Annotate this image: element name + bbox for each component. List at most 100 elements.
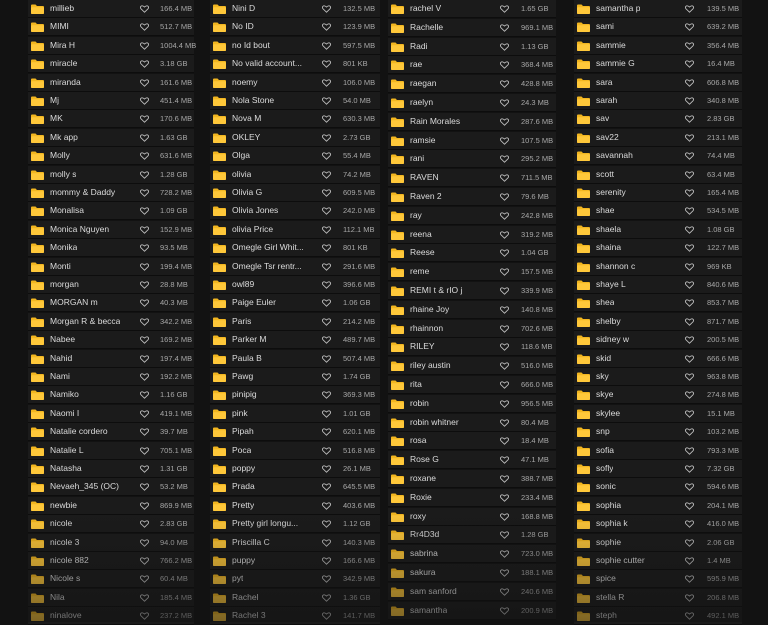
folder-row[interactable]: ray 242.8 MB [388,206,556,225]
folder-row[interactable]: roxy 168.8 MB [388,507,556,526]
folder-row[interactable]: noemy 106.0 MB [210,73,380,92]
folder-row[interactable]: millieb 166.4 MB [28,0,194,18]
favorite-icon[interactable] [685,262,694,271]
favorite-icon[interactable] [140,391,149,400]
folder-row[interactable]: Natalie cordero 39.7 MB [28,423,194,442]
favorite-icon[interactable] [685,207,694,216]
favorite-icon[interactable] [500,155,509,164]
folder-row[interactable]: scott 63.4 MB [574,165,742,184]
favorite-icon[interactable] [322,244,331,253]
favorite-icon[interactable] [500,268,509,277]
folder-row[interactable]: Nila 185.4 MB [28,588,194,607]
favorite-icon[interactable] [322,226,331,234]
folder-row[interactable]: Pawg 1.74 GB [210,368,380,386]
favorite-icon[interactable] [500,531,509,540]
favorite-icon[interactable] [322,42,331,50]
folder-row[interactable]: Mj 451.4 MB [28,92,194,110]
favorite-icon[interactable] [322,281,331,289]
folder-row[interactable]: sam sanford 240.6 MB [388,582,556,601]
favorite-icon[interactable] [140,483,149,492]
favorite-icon[interactable] [322,575,331,584]
folder-row[interactable]: Natalie L 705.1 MB [28,441,194,460]
favorite-icon[interactable] [685,189,694,197]
folder-row[interactable]: sophia k 416.0 MB [574,515,742,534]
folder-row[interactable]: ninalove 237.2 MB [28,607,194,625]
folder-row[interactable]: No ID 123.9 MB [210,18,380,37]
favorite-icon[interactable] [500,212,509,220]
favorite-icon[interactable] [500,306,509,314]
folder-row[interactable]: Namiko 1.16 GB [28,386,194,405]
folder-row[interactable]: robin whitner 80.4 MB [388,413,556,432]
folder-row[interactable]: rhainnon 702.6 MB [388,319,556,338]
folder-row[interactable]: sidney w 200.5 MB [574,331,742,350]
favorite-icon[interactable] [322,557,331,565]
favorite-icon[interactable] [140,354,149,363]
folder-row[interactable]: sofia 793.3 MB [574,441,742,460]
folder-row[interactable]: Nami 192.2 MB [28,368,194,386]
folder-row[interactable]: savannah 74.4 MB [574,147,742,166]
favorite-icon[interactable] [322,134,331,142]
folder-row[interactable]: shannon c 969 KB [574,257,742,276]
folder-row[interactable]: rhaine Joy 140.8 MB [388,300,556,319]
folder-row[interactable]: Naomi I 419.1 MB [28,404,194,423]
favorite-icon[interactable] [685,575,694,584]
folder-row[interactable]: Omegle Tsr rentr... 291.6 MB [210,257,380,276]
folder-row[interactable]: raelyn 24.3 MB [388,94,556,112]
folder-row[interactable]: raegan 428.8 MB [388,75,556,94]
folder-row[interactable]: skye 274.8 MB [574,386,742,405]
folder-row[interactable]: pyt 342.9 MB [210,570,380,589]
folder-row[interactable]: shae 534.5 MB [574,202,742,221]
folder-row[interactable]: Rachel 3 141.7 MB [210,607,380,625]
favorite-icon[interactable] [140,373,149,381]
favorite-icon[interactable] [685,373,694,381]
folder-row[interactable]: snp 103.2 MB [574,423,742,442]
favorite-icon[interactable] [140,502,149,510]
folder-row[interactable]: Prada 645.5 MB [210,478,380,497]
favorite-icon[interactable] [685,538,694,547]
favorite-icon[interactable] [322,410,331,418]
folder-row[interactable]: Natasha 1.31 GB [28,460,194,478]
favorite-icon[interactable] [140,446,149,455]
favorite-icon[interactable] [140,262,149,271]
favorite-icon[interactable] [500,24,509,32]
favorite-icon[interactable] [322,60,331,69]
favorite-icon[interactable] [140,226,149,234]
folder-row[interactable]: nicole 3 94.0 MB [28,533,194,552]
favorite-icon[interactable] [322,115,331,124]
folder-row[interactable]: Roxie 233.4 MB [388,488,556,507]
favorite-icon[interactable] [500,569,509,577]
folder-row[interactable]: stella R 206.8 MB [574,588,742,607]
favorite-icon[interactable] [685,281,694,289]
folder-row[interactable]: Rachel 1.36 GB [210,588,380,607]
folder-row[interactable]: olivia Price 112.1 MB [210,220,380,239]
favorite-icon[interactable] [140,520,149,529]
favorite-icon[interactable] [500,512,509,521]
folder-row[interactable]: riley austin 516.0 MB [388,357,556,376]
favorite-icon[interactable] [685,134,694,142]
favorite-icon[interactable] [500,42,509,51]
favorite-icon[interactable] [685,23,694,32]
favorite-icon[interactable] [685,5,694,13]
favorite-icon[interactable] [140,60,149,69]
favorite-icon[interactable] [322,483,331,492]
folder-row[interactable]: puppy 166.6 MB [210,552,380,570]
folder-row[interactable]: Priscilla C 140.3 MB [210,533,380,552]
folder-row[interactable]: Pipah 620.1 MB [210,423,380,442]
favorite-icon[interactable] [140,594,149,602]
folder-row[interactable]: Reese 1.04 GB [388,244,556,263]
folder-row[interactable]: rae 368.4 MB [388,56,556,75]
folder-row[interactable]: sammie G 16.4 MB [574,55,742,74]
favorite-icon[interactable] [500,174,509,183]
favorite-icon[interactable] [685,428,694,437]
favorite-icon[interactable] [322,299,331,308]
folder-row[interactable]: miranda 161.6 MB [28,73,194,92]
folder-row[interactable]: sophie 2.06 GB [574,533,742,552]
favorite-icon[interactable] [140,281,149,289]
favorite-icon[interactable] [322,465,331,473]
favorite-icon[interactable] [322,428,331,437]
favorite-icon[interactable] [500,118,509,126]
folder-row[interactable]: Pretty 403.6 MB [210,496,380,515]
folder-row[interactable]: roxane 388.7 MB [388,470,556,488]
folder-row[interactable]: reena 319.2 MB [388,225,556,244]
favorite-icon[interactable] [140,538,149,547]
